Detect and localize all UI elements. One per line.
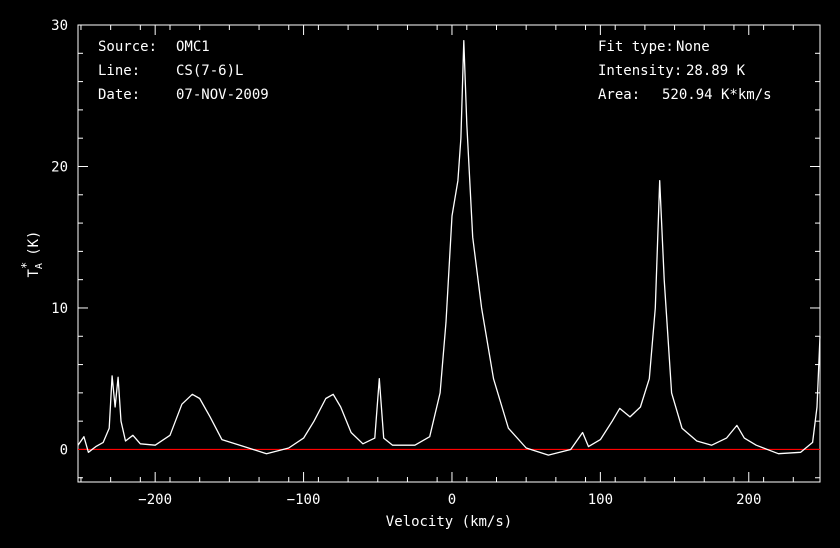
x-axis-ticks: −200 −100 0 100 200 bbox=[80, 25, 794, 508]
y-axis-label-base: T bbox=[26, 269, 42, 278]
info-intensity-key: Intensity: bbox=[598, 63, 682, 79]
y-axis-label-sub: A bbox=[34, 263, 45, 269]
y-tick-label: 10 bbox=[51, 301, 68, 317]
info-line-key: Line: bbox=[98, 63, 140, 79]
spectrum-trace bbox=[77, 40, 821, 456]
info-intensity-value: 28.89 K bbox=[686, 63, 746, 79]
y-axis-label: TA* (K) bbox=[19, 231, 45, 278]
info-area-key: Area: bbox=[598, 87, 640, 103]
x-tick-label: 100 bbox=[588, 492, 613, 508]
info-date-key: Date: bbox=[98, 87, 140, 103]
x-tick-label: 200 bbox=[736, 492, 761, 508]
info-area-value: 520.94 K*km/s bbox=[662, 87, 772, 103]
info-source-value: OMC1 bbox=[176, 39, 210, 55]
info-block-left: Source: OMC1 Line: CS(7-6)L Date: 07-NOV… bbox=[98, 39, 269, 103]
info-fit-type-key: Fit type: bbox=[598, 39, 674, 55]
x-tick-label: −100 bbox=[287, 492, 321, 508]
x-tick-label: 0 bbox=[448, 492, 456, 508]
info-block-right: Fit type: None Intensity: 28.89 K Area: … bbox=[598, 39, 772, 103]
x-axis-label: Velocity (km/s) bbox=[386, 514, 512, 530]
y-tick-label: 30 bbox=[51, 18, 68, 34]
info-source-key: Source: bbox=[98, 39, 157, 55]
info-date-value: 07-NOV-2009 bbox=[176, 87, 269, 103]
plot-frame bbox=[77, 24, 821, 483]
info-line-value: CS(7-6)L bbox=[176, 63, 243, 79]
info-fit-type-value: None bbox=[676, 39, 710, 55]
y-tick-label: 0 bbox=[60, 442, 68, 458]
y-axis-label-sup: * bbox=[19, 262, 33, 269]
y-axis-ticks: 0 10 20 30 bbox=[51, 18, 820, 479]
y-axis-label-unit: (K) bbox=[26, 231, 42, 256]
x-tick-label: −200 bbox=[138, 492, 172, 508]
y-tick-label: 20 bbox=[51, 159, 68, 175]
